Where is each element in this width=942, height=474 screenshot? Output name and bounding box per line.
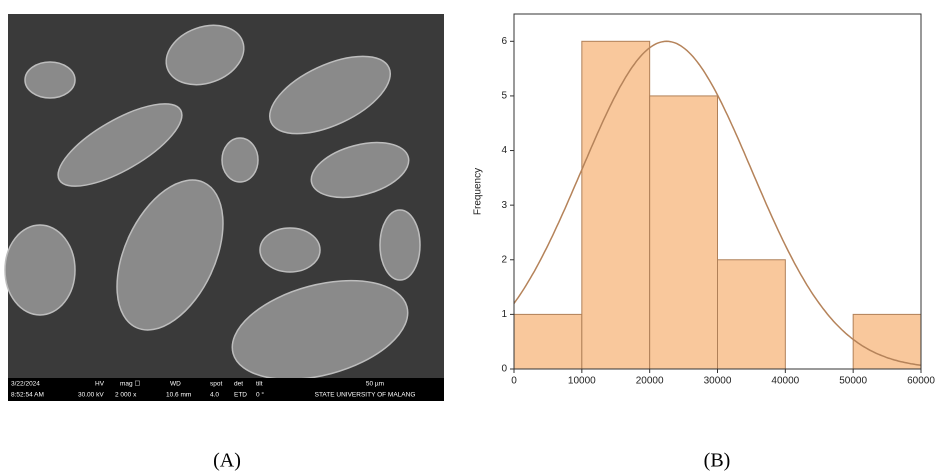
x-tick-label: 40000 bbox=[771, 376, 799, 387]
y-axis-label: Frequency bbox=[473, 168, 484, 215]
bar bbox=[514, 314, 582, 369]
particle bbox=[25, 62, 75, 98]
x-tick-label: 60000 bbox=[907, 376, 935, 387]
info-text: spot bbox=[210, 381, 222, 388]
info-text: WD bbox=[170, 381, 181, 388]
figure: 3/22/2024 HV mag ☐ WD spot det tilt 50 µm 8:52:5… bbox=[0, 0, 942, 474]
info-text: 50 µm bbox=[366, 381, 384, 388]
x-tick-label: 10000 bbox=[568, 376, 596, 387]
panel-label: (A) bbox=[213, 450, 241, 472]
y-tick-label: 5 bbox=[501, 91, 507, 102]
info-text: 2 000 x bbox=[115, 392, 137, 399]
info-text: STATE UNIVERSITY OF MALANG bbox=[315, 392, 416, 399]
y-tick-label: 4 bbox=[501, 145, 507, 156]
particle bbox=[380, 210, 420, 280]
info-text: mag ☐ bbox=[120, 380, 140, 388]
y-tick-label: 6 bbox=[501, 36, 507, 47]
x-tick-label: 30000 bbox=[704, 376, 732, 387]
y-tick-label: 0 bbox=[501, 364, 507, 375]
info-text: ETD bbox=[234, 392, 247, 399]
info-text: 10.6 mm bbox=[166, 392, 191, 399]
particle bbox=[222, 138, 258, 182]
y-tick-label: 2 bbox=[501, 254, 507, 265]
info-text: 30.00 kV bbox=[78, 392, 104, 399]
bar bbox=[853, 314, 921, 369]
info-text: 4.0 bbox=[210, 392, 219, 399]
particle bbox=[260, 228, 320, 272]
bar bbox=[650, 96, 718, 369]
info-text: 0 ° bbox=[256, 391, 264, 399]
sem-image: 3/22/2024 HV mag ☐ WD spot det tilt 50 µm 8:52:5… bbox=[5, 14, 444, 401]
x-tick-label: 0 bbox=[511, 376, 517, 387]
info-text: det bbox=[234, 381, 243, 388]
panel-label: (B) bbox=[704, 450, 731, 472]
x-tick-label: 20000 bbox=[636, 376, 664, 387]
info-text: tilt bbox=[256, 381, 263, 388]
info-text: HV bbox=[95, 381, 105, 388]
info-text: 3/22/2024 bbox=[11, 381, 40, 388]
info-text: 8:52:54 AM bbox=[11, 392, 44, 399]
y-tick-label: 1 bbox=[501, 309, 507, 320]
y-tick-label: 3 bbox=[501, 200, 507, 211]
bar bbox=[582, 41, 650, 369]
bar bbox=[718, 260, 786, 369]
histogram-chart: 0 10000 20000 30000 40000 50000 60000 0 1 2 3 4 5 6 Fr… bbox=[473, 14, 936, 387]
particle bbox=[5, 225, 75, 315]
x-tick-label: 50000 bbox=[839, 376, 867, 387]
